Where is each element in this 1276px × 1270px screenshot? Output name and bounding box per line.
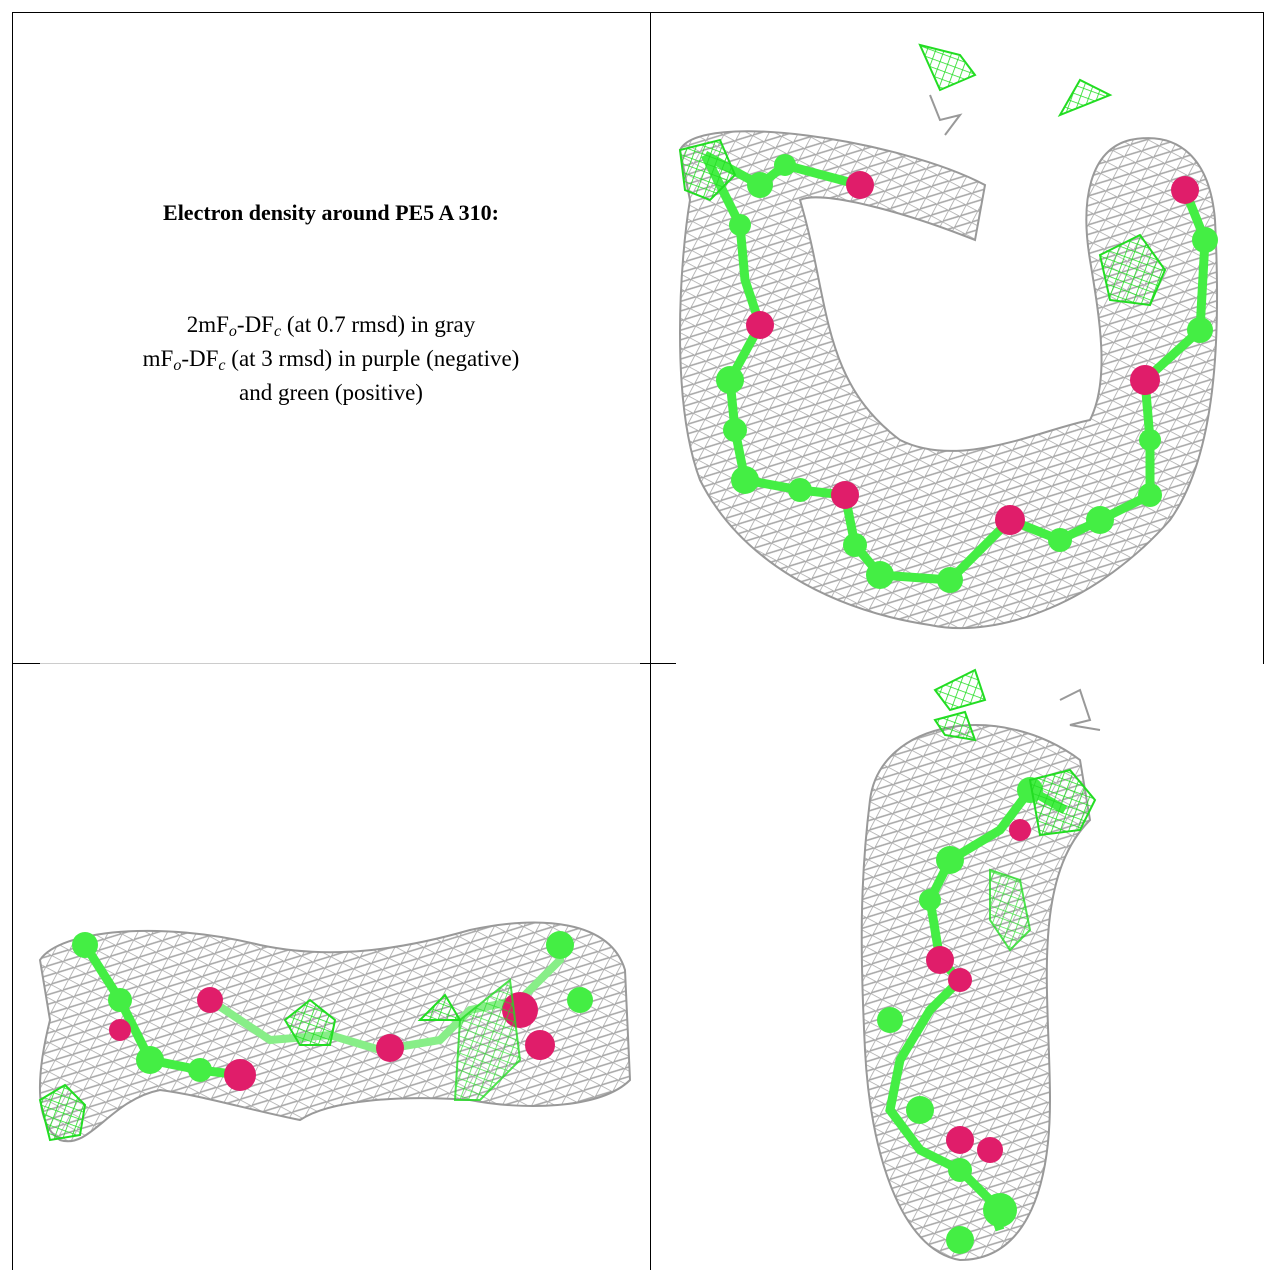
subscript: o <box>228 323 237 340</box>
text-run: and green (positive) <box>239 380 423 405</box>
caption-line: mFo-DFc (at 3 rmsd) in purple (negative) <box>13 342 649 376</box>
density-view-top <box>678 43 1219 630</box>
text-run: 2mF <box>186 312 229 337</box>
text-run: mF <box>142 346 174 371</box>
text-run: -DF <box>236 312 274 337</box>
table-grid <box>12 12 1264 1270</box>
subscript: c <box>218 357 226 374</box>
caption: Electron density around PE5 A 310: 2mFo-… <box>13 200 649 410</box>
density-view-end <box>860 668 1101 1262</box>
text-run: -DF <box>181 346 219 371</box>
caption-title: Electron density around PE5 A 310: <box>163 200 499 225</box>
caption-lines: 2mFo-DFc (at 0.7 rmsd) in gray mFo-DFc (a… <box>13 308 649 410</box>
subscript: c <box>273 323 282 340</box>
caption-line: 2mFo-DFc (at 0.7 rmsd) in gray <box>13 308 649 342</box>
density-view-side <box>38 921 632 1143</box>
text-run: (at 0.7 rmsd) in gray <box>281 312 476 337</box>
text-run: (at 3 rmsd) in purple (negative) <box>225 346 520 371</box>
caption-line: and green (positive) <box>13 376 649 410</box>
subscript: o <box>173 357 182 374</box>
